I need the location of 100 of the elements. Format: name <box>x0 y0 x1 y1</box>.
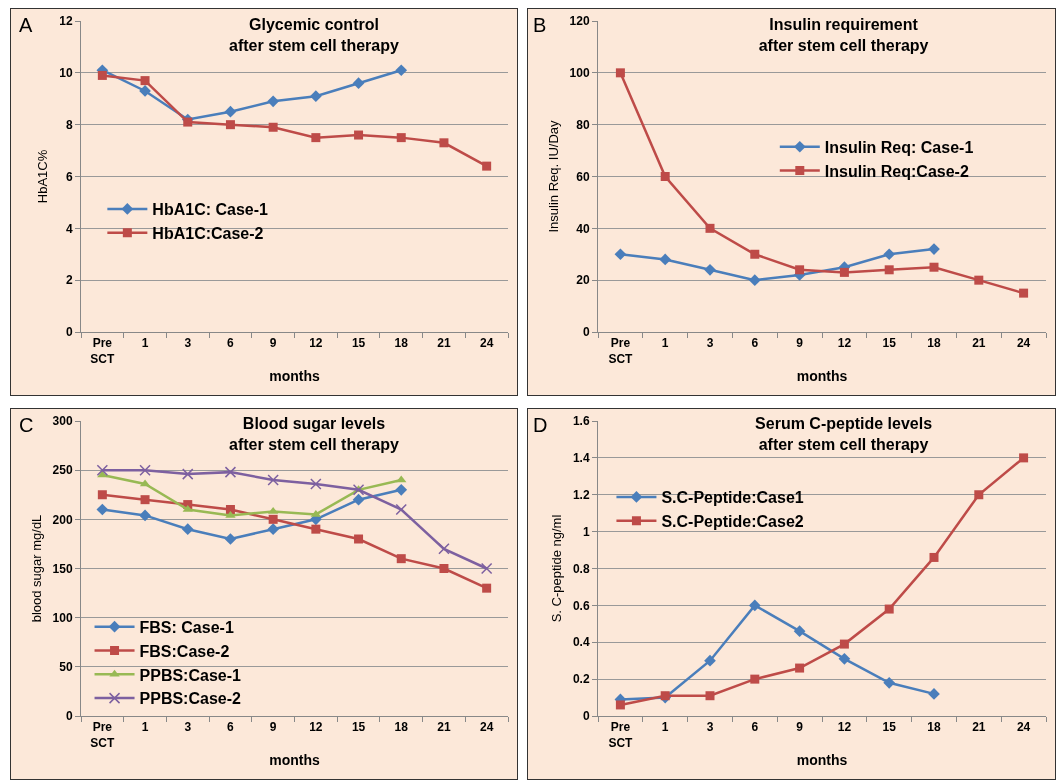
text: C <box>19 414 34 436</box>
point <box>224 533 237 545</box>
y-axis-title: S. C-peptide ng/ml <box>548 514 564 623</box>
point <box>839 639 849 649</box>
y-tick-label: 120 <box>569 14 590 29</box>
x-tick-label: Pre SCT <box>608 336 634 366</box>
point <box>705 223 715 233</box>
x-tick-label: 24 <box>1016 720 1031 735</box>
legend-label: S.C-Peptide:Case1 <box>661 489 804 507</box>
point <box>224 105 237 118</box>
point <box>395 483 408 496</box>
chart-title: Serum C-peptide levels after stem cell therapy <box>755 415 933 454</box>
point <box>182 468 194 480</box>
y-tick-label: 0 <box>582 325 590 340</box>
point <box>883 248 896 261</box>
y-tick-label: 40 <box>576 221 590 236</box>
y-axis-title: Insulin Req. IU/Day <box>545 120 561 233</box>
chart-title: Blood sugar levels after stem cell therapy <box>229 415 400 454</box>
point <box>396 554 406 564</box>
x-tick-label: 15 <box>882 720 897 735</box>
x-tick-label: 9 <box>796 336 804 351</box>
legend-label: HbA1C: Case-1 <box>152 201 269 219</box>
point <box>1019 453 1029 463</box>
y-tick-label: 0 <box>582 709 590 724</box>
point <box>139 509 151 522</box>
point <box>748 599 761 612</box>
point <box>482 161 492 171</box>
point <box>795 663 805 673</box>
y-tick-label: 300 <box>52 414 73 429</box>
point <box>225 120 235 130</box>
point <box>748 274 761 287</box>
x-tick-label: 21 <box>972 720 986 735</box>
point <box>352 77 365 90</box>
y-tick-label: 200 <box>52 512 73 527</box>
point <box>310 90 322 103</box>
point <box>793 625 806 638</box>
point <box>267 95 279 108</box>
y-tick-label: 4 <box>65 221 73 236</box>
x-tick-label: Pre SCT <box>608 720 634 750</box>
y-tick-label: 2 <box>65 273 73 288</box>
point <box>614 248 627 261</box>
x-tick-label: 12 <box>309 336 323 351</box>
point <box>396 475 407 483</box>
chart-title: Insulin requirement after stem cell therapy <box>758 16 929 54</box>
y-tick-label: 6 <box>65 169 73 184</box>
x-axis-title: months <box>796 368 848 385</box>
y-tick-label: 80 <box>576 117 590 132</box>
point <box>97 490 107 500</box>
y-tick-label: 1.4 <box>572 451 590 466</box>
y-tick-label: 100 <box>52 610 73 625</box>
x-tick-label: 6 <box>751 336 759 351</box>
x-tick-label: 15 <box>351 720 366 735</box>
x-tick-label: 6 <box>751 720 759 735</box>
point <box>97 70 107 80</box>
point <box>884 604 894 614</box>
x-tick-label: 12 <box>837 336 852 351</box>
point <box>974 275 984 285</box>
x-tick-label: 3 <box>706 720 714 735</box>
point <box>267 474 279 486</box>
x-tick-label: 3 <box>706 336 714 351</box>
point <box>224 466 237 478</box>
point <box>140 495 150 505</box>
legend-label: S.C-Peptide:Case2 <box>661 512 804 530</box>
x-tick-label: 9 <box>796 720 804 735</box>
point <box>311 133 321 143</box>
x-tick-label: Pre SCT <box>90 336 116 366</box>
y-tick-label: 10 <box>59 66 73 81</box>
y-tick-label: 60 <box>576 169 590 184</box>
point <box>395 503 407 516</box>
x-tick-label: 1 <box>141 720 149 735</box>
point <box>139 464 151 476</box>
y-axis-title: HbA1C% <box>35 149 51 204</box>
point <box>354 130 364 140</box>
y-tick-label: 1.6 <box>572 414 590 429</box>
x-tick-label: 15 <box>351 336 366 351</box>
y-tick-label: 100 <box>569 66 590 81</box>
x-tick-label: 24 <box>1016 336 1031 351</box>
y-tick-label: 0.2 <box>572 672 590 687</box>
y-tick-label: 1 <box>582 524 590 539</box>
x-tick-label: 12 <box>309 720 323 735</box>
x-axis-title: months <box>796 752 848 769</box>
x-tick-label: 21 <box>437 720 451 735</box>
point <box>311 524 321 534</box>
x-tick-label: 1 <box>141 336 149 351</box>
point <box>140 76 150 86</box>
x-tick-label: 24 <box>479 720 494 735</box>
y-tick-label: 0 <box>65 325 73 340</box>
point <box>795 265 805 275</box>
x-tick-label: 24 <box>479 336 494 351</box>
point <box>480 562 493 575</box>
point <box>659 253 672 266</box>
point <box>439 138 449 148</box>
y-tick-label: 1.2 <box>572 487 590 502</box>
y-tick-label: 50 <box>59 660 73 675</box>
y-tick-label: 150 <box>52 561 73 576</box>
point <box>929 552 939 562</box>
point <box>482 583 492 593</box>
y-tick-label: 250 <box>52 463 73 478</box>
legend-label: FBS:Case-2 <box>139 642 230 660</box>
point <box>750 249 760 259</box>
